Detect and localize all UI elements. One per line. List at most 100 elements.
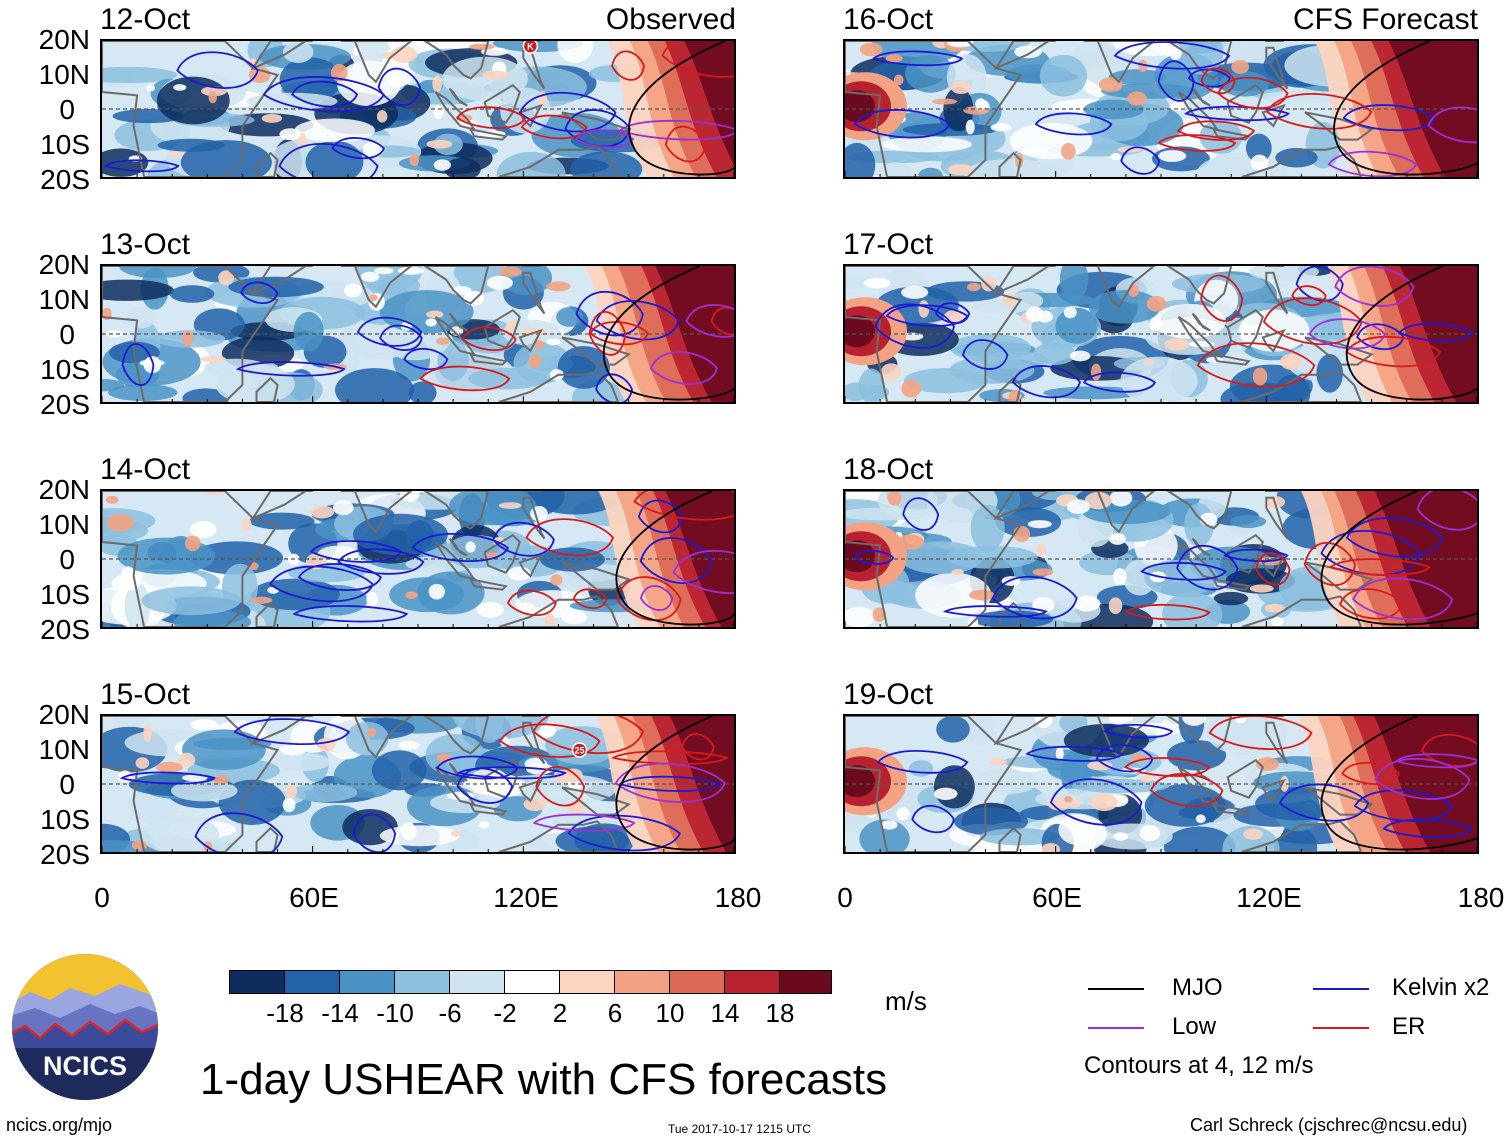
coastline [102,41,280,177]
colorbar-swatch [504,970,560,994]
lat-label: 10N [38,284,90,315]
shear-cell [965,119,975,135]
shear-cell [181,774,208,782]
contour-line [262,76,385,113]
contour-line [1327,150,1418,177]
shear-cell [1195,814,1206,824]
colorbar-swatch [669,970,725,994]
shear-cell [213,774,229,785]
shear-cell [105,330,123,338]
shear-cell [546,338,561,346]
coastline [1304,336,1374,366]
contour-line [1427,106,1477,144]
shear-cell [1252,367,1268,386]
shear-cell [352,513,448,556]
shear-cell [885,54,903,63]
coastline [448,537,468,557]
coastline [255,376,279,402]
coastline [993,716,1056,746]
shear-cell [1164,338,1190,351]
shear-cell [965,716,995,746]
shear-cell [400,491,420,502]
shear-cell [1255,757,1279,771]
contour-line [1303,542,1357,586]
shear-cell [182,388,230,402]
timestamp: Tue 2017-10-17 1215 UTC [668,1122,811,1136]
coastline [1191,87,1211,107]
contour-line [411,533,510,563]
contour-line [1034,112,1113,136]
contour-line [1342,104,1437,132]
contour-line [235,361,346,377]
contour-line [618,775,722,792]
coastline [993,491,1056,521]
coastline [340,266,413,309]
map-panel-forecast-4 [843,714,1479,854]
shear-cell [1013,525,1031,543]
shear-cell [1034,716,1053,728]
shear-cell [845,540,875,573]
coastline [1226,533,1264,574]
storm-marker [571,742,588,758]
contour-line [1394,753,1477,769]
coastline [250,491,313,521]
shear-field [102,266,734,402]
contour-line [1140,562,1227,581]
coastline [498,595,620,627]
shear-cell [273,752,331,772]
coastline [498,370,620,402]
shear-cell [180,140,272,177]
contour-line [614,762,726,803]
shear-cell [376,110,388,123]
mjo-contour [1320,491,1477,626]
shear-cell [397,266,425,275]
contour-line [618,119,734,141]
coastline [255,826,279,852]
coastline [998,151,1022,177]
shear-cell [933,787,958,800]
coastline [1083,41,1156,84]
contour-line [461,326,517,352]
shear-cell [362,141,384,158]
contour-line [119,771,216,785]
coastline [1241,370,1363,402]
contour-line [871,50,964,67]
shear-cell [951,568,964,576]
shear-cell [377,275,421,296]
lat-label: 10S [40,804,90,835]
shear-cell [171,780,238,802]
contour-line [499,723,601,758]
coastline [1191,537,1211,557]
contour-line [331,137,385,160]
shear-cell [203,491,223,496]
contour-line [1353,789,1453,822]
colorbar-label: -10 [376,998,414,1028]
map-panel-forecast-3 [843,489,1479,629]
coastline [102,491,280,627]
shear-cell [1033,342,1076,366]
shear-cell [528,354,542,369]
shear-cell [1166,740,1227,771]
contour-line [1265,93,1373,130]
contour-line [681,733,715,761]
logo-text: NCICS [43,1051,127,1081]
shear-cell [1066,499,1091,515]
contour-line [1011,365,1082,399]
storm-marker [522,41,539,54]
contour-line [1223,548,1289,563]
contour-line [1123,757,1211,777]
contour-line [885,304,969,327]
contour-line [1278,783,1370,822]
contour-line [492,521,555,557]
shear-cell [1084,491,1112,510]
contour-line [121,343,155,386]
shear-cell [169,285,215,303]
shear-cell [887,491,902,506]
shear-cell [880,363,902,381]
coastline [498,145,620,177]
coastline [1241,820,1363,852]
coastline [561,786,631,816]
lon-label: 0 [837,882,853,913]
panel-date-label: 15-Oct [100,678,191,711]
coastline [1191,312,1211,332]
